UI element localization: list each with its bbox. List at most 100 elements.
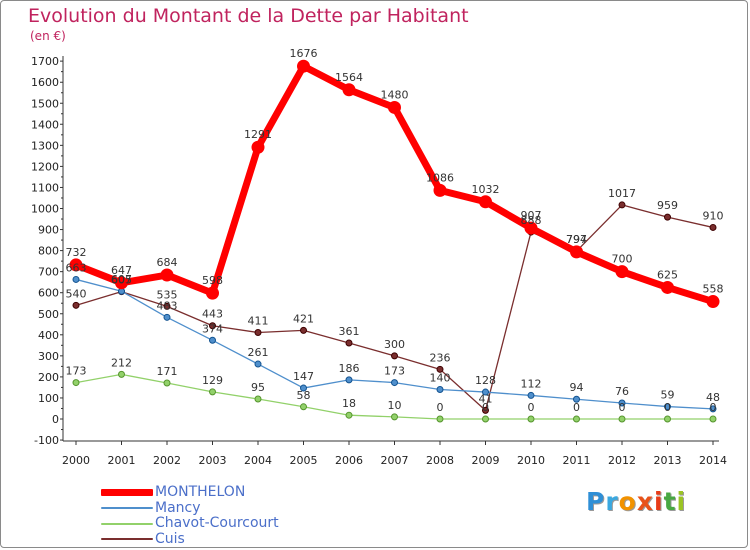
data-point xyxy=(391,379,398,387)
data-point xyxy=(479,195,492,209)
data-point xyxy=(482,406,489,414)
data-label: 0 xyxy=(528,401,535,414)
x-tick-label: 2012 xyxy=(608,454,636,467)
data-label: 212 xyxy=(111,356,132,369)
data-label: 94 xyxy=(570,381,584,394)
data-point xyxy=(527,391,535,399)
legend-item: Mancy xyxy=(101,500,279,517)
y-unit-label: (en €) xyxy=(30,29,66,43)
x-tick-label: 2000 xyxy=(62,454,90,467)
data-label: 910 xyxy=(703,209,724,222)
data-point xyxy=(615,265,629,279)
logo-letter: i xyxy=(654,487,664,516)
data-label: 58 xyxy=(297,389,311,402)
data-label: 663 xyxy=(66,261,87,274)
x-tick-label: 2014 xyxy=(699,454,727,467)
legend-item: Chavot-Courcourt xyxy=(101,516,279,532)
data-label: 598 xyxy=(202,274,223,287)
x-tick-label: 2011 xyxy=(563,454,591,467)
x-tick-label: 2008 xyxy=(426,454,454,467)
data-point xyxy=(524,221,538,235)
y-tick-label: 1100 xyxy=(31,181,59,194)
data-label: 0 xyxy=(710,401,717,414)
data-point xyxy=(254,328,262,336)
data-label: 1564 xyxy=(335,71,363,84)
data-point xyxy=(709,223,717,231)
data-label: 907 xyxy=(521,209,542,222)
data-label: 186 xyxy=(339,362,360,375)
data-label: 59 xyxy=(661,389,675,402)
data-label: 76 xyxy=(615,385,629,398)
data-point xyxy=(297,59,310,73)
data-label: 171 xyxy=(157,365,178,378)
legend-label: Chavot-Courcourt xyxy=(155,515,279,532)
y-tick-label: 200 xyxy=(38,371,59,384)
legend-swatch xyxy=(101,507,153,510)
legend-swatch xyxy=(101,522,153,525)
legend-label: Cuis xyxy=(155,530,185,547)
y-tick-label: 800 xyxy=(38,245,59,258)
y-tick-label: 100 xyxy=(38,392,59,405)
data-label: 959 xyxy=(657,199,678,212)
logo-letter: r xyxy=(605,487,619,516)
data-label: 1291 xyxy=(244,128,272,141)
data-point xyxy=(436,386,444,394)
x-tick-label: 2013 xyxy=(654,454,682,467)
data-label: 732 xyxy=(66,246,87,259)
data-label: 558 xyxy=(703,283,724,296)
x-tick-label: 2001 xyxy=(108,454,136,467)
data-label: 147 xyxy=(293,370,314,383)
y-tick-label: 300 xyxy=(38,350,59,363)
data-label: 684 xyxy=(157,256,178,269)
y-tick-label: 1600 xyxy=(31,76,59,89)
logo-letter: P xyxy=(586,487,606,516)
data-label: 48 xyxy=(706,391,720,404)
data-point xyxy=(163,313,171,321)
data-point xyxy=(209,388,216,396)
logo-letter: t xyxy=(663,487,677,516)
data-point xyxy=(709,415,717,423)
data-label: 0 xyxy=(437,401,444,414)
data-label: 112 xyxy=(521,377,542,390)
data-label: 625 xyxy=(657,268,678,281)
data-label: 140 xyxy=(430,372,451,385)
data-point xyxy=(661,280,674,294)
data-label: 647 xyxy=(111,264,132,277)
y-tick-label: 900 xyxy=(38,224,59,237)
data-point xyxy=(251,140,265,154)
data-label: 0 xyxy=(482,401,489,414)
data-point xyxy=(300,384,307,392)
x-tick-label: 2002 xyxy=(153,454,181,467)
data-label: 0 xyxy=(573,401,580,414)
data-point xyxy=(345,376,353,384)
logo-letter: i xyxy=(676,487,687,516)
data-point xyxy=(527,415,535,423)
data-label: 411 xyxy=(248,314,269,327)
data-point xyxy=(300,326,307,334)
legend: MONTHELON Mancy Chavot-Courcourt Cuis xyxy=(101,485,279,547)
x-tick-label: 2006 xyxy=(335,454,363,467)
y-tick-label: 1300 xyxy=(31,139,59,152)
data-point xyxy=(482,415,489,423)
y-tick-label: 400 xyxy=(38,329,59,342)
logo-letter: o xyxy=(618,487,637,516)
data-label: 421 xyxy=(293,312,314,325)
data-label: 10 xyxy=(388,399,402,412)
data-label: 0 xyxy=(619,401,626,414)
data-point xyxy=(209,322,216,330)
data-point xyxy=(709,405,717,413)
legend-swatch xyxy=(101,489,153,497)
data-label: 797 xyxy=(566,233,587,246)
data-label: 173 xyxy=(384,365,405,378)
y-tick-label: 500 xyxy=(38,308,59,321)
data-label: 173 xyxy=(66,365,87,378)
logo-letter: x xyxy=(636,487,654,516)
data-point xyxy=(115,276,128,290)
legend-item: MONTHELON xyxy=(101,485,279,501)
data-point xyxy=(482,388,489,396)
y-tick-label: 1500 xyxy=(31,97,59,110)
data-point xyxy=(69,258,83,272)
data-label: 794 xyxy=(566,233,587,246)
legend-item: Cuis xyxy=(101,530,279,548)
